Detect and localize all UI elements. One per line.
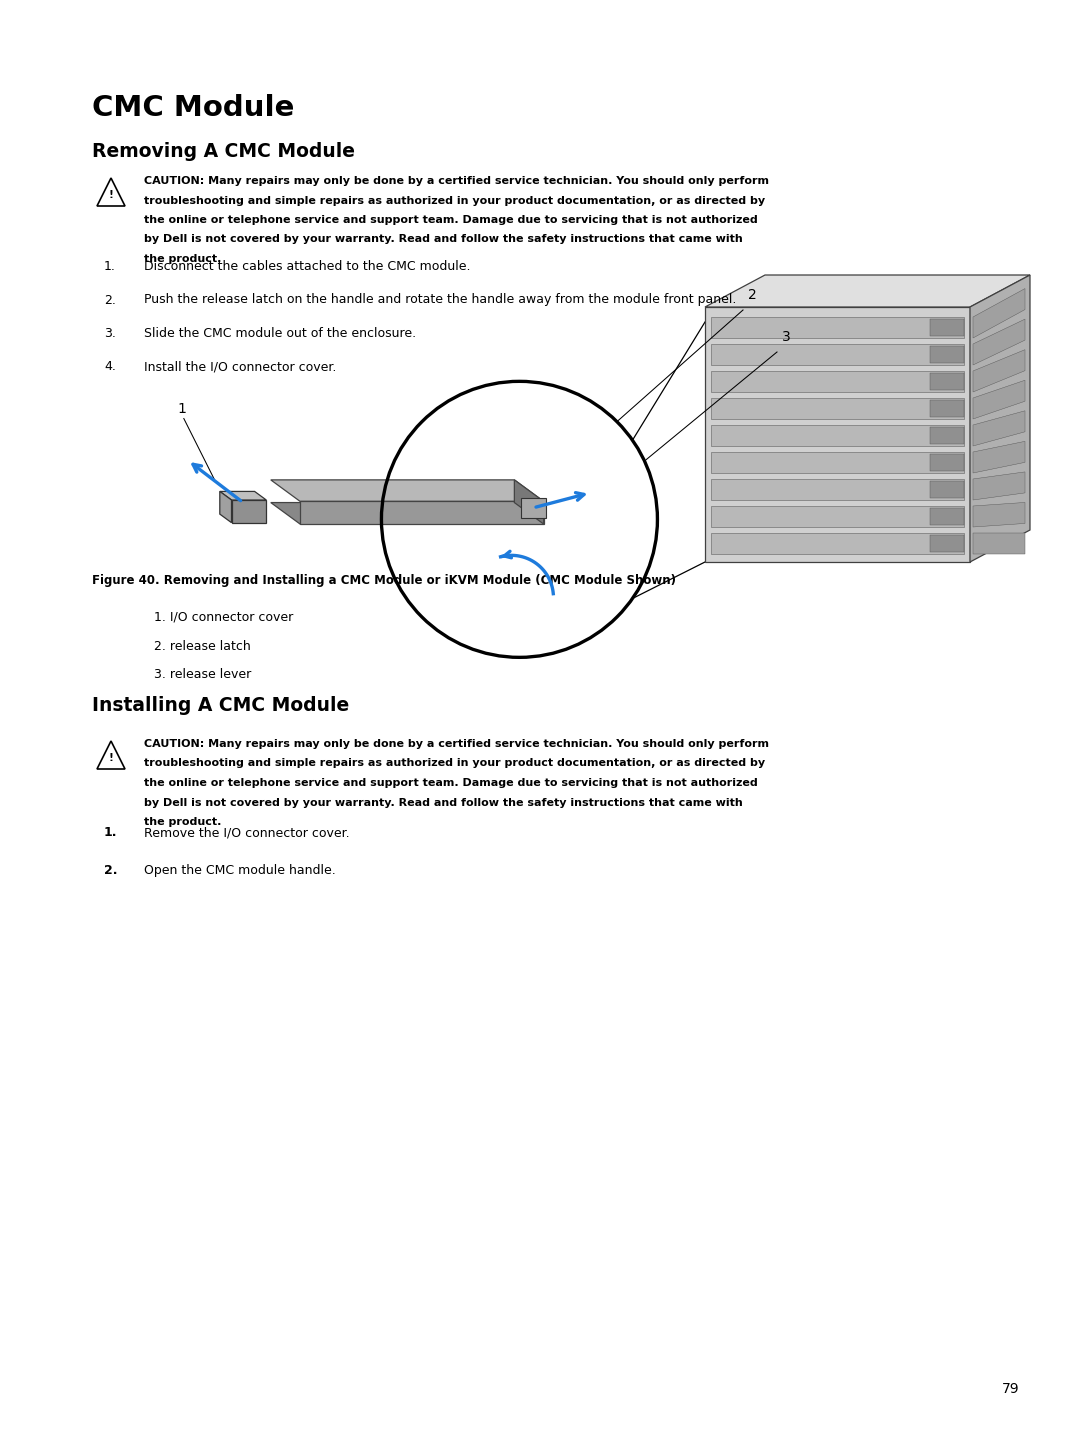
- Text: Removing A CMC Module: Removing A CMC Module: [92, 142, 355, 161]
- Text: 1.: 1.: [104, 826, 118, 839]
- Text: Remove the I/O connector cover.: Remove the I/O connector cover.: [144, 826, 350, 839]
- Text: CAUTION: Many repairs may only be done by a certified service technician. You sh: CAUTION: Many repairs may only be done b…: [144, 739, 769, 749]
- Text: !: !: [109, 753, 113, 763]
- Polygon shape: [973, 502, 1025, 528]
- Text: 2: 2: [748, 288, 757, 303]
- Text: the online or telephone service and support team. Damage due to servicing that i: the online or telephone service and supp…: [144, 215, 758, 225]
- Polygon shape: [970, 275, 1030, 562]
- Polygon shape: [973, 410, 1025, 446]
- Polygon shape: [930, 373, 964, 390]
- Text: Open the CMC module handle.: Open the CMC module handle.: [144, 865, 336, 878]
- Text: 1: 1: [178, 402, 187, 416]
- Polygon shape: [711, 479, 964, 500]
- Polygon shape: [930, 318, 964, 336]
- Polygon shape: [930, 480, 964, 498]
- Polygon shape: [514, 480, 543, 523]
- Text: 3. release lever: 3. release lever: [154, 668, 252, 681]
- Text: Installing A CMC Module: Installing A CMC Module: [92, 695, 349, 716]
- Polygon shape: [973, 380, 1025, 419]
- Polygon shape: [711, 533, 964, 554]
- Polygon shape: [711, 506, 964, 528]
- Text: the product.: the product.: [144, 254, 221, 264]
- Polygon shape: [930, 508, 964, 525]
- Text: 2. release latch: 2. release latch: [154, 640, 251, 652]
- Polygon shape: [973, 442, 1025, 473]
- Text: Slide the CMC module out of the enclosure.: Slide the CMC module out of the enclosur…: [144, 327, 416, 340]
- Text: 1.: 1.: [104, 260, 116, 272]
- Text: troubleshooting and simple repairs as authorized in your product documentation, : troubleshooting and simple repairs as au…: [144, 759, 765, 769]
- Polygon shape: [220, 492, 231, 522]
- Polygon shape: [930, 427, 964, 445]
- Polygon shape: [711, 452, 964, 473]
- Text: Install the I/O connector cover.: Install the I/O connector cover.: [144, 360, 336, 373]
- Text: Figure 40. Removing and Installing a CMC Module or iKVM Module (CMC Module Shown: Figure 40. Removing and Installing a CMC…: [92, 574, 676, 587]
- Polygon shape: [705, 275, 1030, 307]
- Text: Disconnect the cables attached to the CMC module.: Disconnect the cables attached to the CM…: [144, 260, 471, 272]
- Text: !: !: [109, 191, 113, 201]
- Polygon shape: [973, 472, 1025, 500]
- Polygon shape: [930, 535, 964, 552]
- Polygon shape: [973, 350, 1025, 391]
- Polygon shape: [521, 498, 545, 518]
- Text: the product.: the product.: [144, 817, 221, 827]
- Polygon shape: [220, 492, 267, 500]
- Polygon shape: [711, 399, 964, 419]
- Polygon shape: [973, 288, 1025, 338]
- Polygon shape: [711, 317, 964, 338]
- Text: by Dell is not covered by your warranty. Read and follow the safety instructions: by Dell is not covered by your warranty.…: [144, 235, 743, 245]
- Text: the online or telephone service and support team. Damage due to servicing that i: the online or telephone service and supp…: [144, 779, 758, 789]
- Polygon shape: [711, 344, 964, 366]
- Text: 4.: 4.: [104, 360, 116, 373]
- Text: 3.: 3.: [104, 327, 116, 340]
- Text: CMC Module: CMC Module: [92, 95, 295, 122]
- Text: 79: 79: [1002, 1382, 1020, 1397]
- Text: 1. I/O connector cover: 1. I/O connector cover: [154, 611, 294, 624]
- Text: 2.: 2.: [104, 294, 116, 307]
- Text: Push the release latch on the handle and rotate the handle away from the module : Push the release latch on the handle and…: [144, 294, 737, 307]
- Text: 3: 3: [782, 330, 791, 344]
- Polygon shape: [231, 500, 267, 522]
- Polygon shape: [930, 346, 964, 363]
- Polygon shape: [973, 533, 1025, 554]
- Text: CAUTION: Many repairs may only be done by a certified service technician. You sh: CAUTION: Many repairs may only be done b…: [144, 176, 769, 186]
- Polygon shape: [711, 424, 964, 446]
- Polygon shape: [271, 480, 543, 502]
- Polygon shape: [711, 371, 964, 391]
- Polygon shape: [271, 502, 543, 523]
- Text: by Dell is not covered by your warranty. Read and follow the safety instructions: by Dell is not covered by your warranty.…: [144, 797, 743, 807]
- Polygon shape: [930, 455, 964, 470]
- Text: troubleshooting and simple repairs as authorized in your product documentation, : troubleshooting and simple repairs as au…: [144, 195, 765, 205]
- Polygon shape: [973, 320, 1025, 366]
- Polygon shape: [300, 502, 543, 523]
- Polygon shape: [705, 307, 970, 562]
- Polygon shape: [930, 400, 964, 417]
- Text: 2.: 2.: [104, 865, 118, 878]
